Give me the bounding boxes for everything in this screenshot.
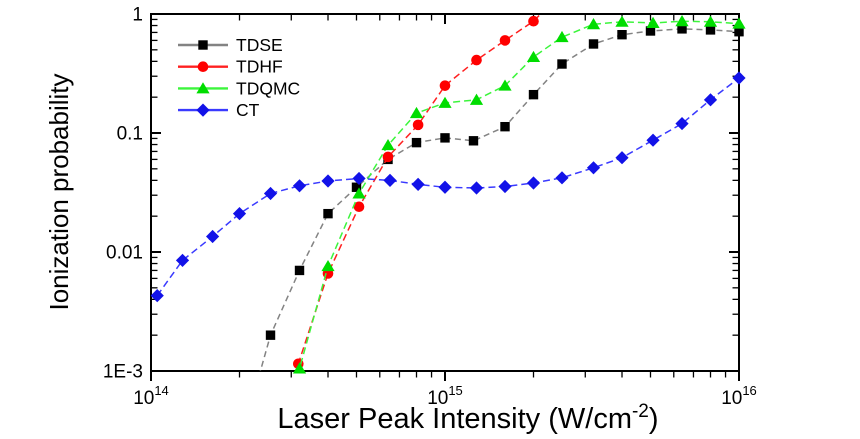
x-tick-label: 1016 xyxy=(721,383,757,409)
series-tdse-point xyxy=(617,29,627,40)
series-tdse-point xyxy=(351,182,362,192)
series-tdse-point xyxy=(468,136,479,146)
series-ct-point xyxy=(352,171,366,186)
legend-item-tdhf: TDHF xyxy=(178,57,283,77)
series-ct-point xyxy=(646,133,660,147)
legend-marker-square-icon xyxy=(198,40,208,50)
series-tdhf-point xyxy=(499,35,511,46)
series-tdse-point xyxy=(440,133,450,143)
series-ct-point xyxy=(205,229,220,244)
x-tick-label: 1014 xyxy=(133,383,169,409)
series-tdhf-point xyxy=(412,119,424,131)
series-tdqmc-point xyxy=(292,362,307,374)
series-tdqmc-point xyxy=(526,50,541,63)
series-tdqmc-point xyxy=(675,14,689,27)
y-axis-left xyxy=(152,13,161,372)
series-ct-point xyxy=(150,289,164,303)
plot-frame xyxy=(150,13,740,372)
series-ct-point xyxy=(469,181,484,195)
series-ct-point xyxy=(615,151,629,165)
series-tdse-point xyxy=(557,59,567,69)
series-tdqmc-point xyxy=(352,187,366,199)
series-ct-point xyxy=(292,179,307,193)
series-ct-point xyxy=(175,253,190,267)
series-ct xyxy=(150,71,746,303)
series-tdqmc-point xyxy=(409,106,424,119)
series-tdse-point xyxy=(588,39,599,49)
series-tdse-point xyxy=(265,330,276,340)
series-tdse-point xyxy=(645,26,656,36)
series-tdqmc-point xyxy=(586,18,601,30)
legend-label-tdhf: TDHF xyxy=(236,57,283,77)
series-tdse-point xyxy=(411,137,422,148)
series-ct-point xyxy=(383,173,397,187)
series-tdhf-point xyxy=(382,151,394,163)
series-ct-point xyxy=(232,207,247,221)
series-tdqmc-point xyxy=(703,15,718,27)
series-tdse-point xyxy=(528,89,539,100)
series-tdse-point xyxy=(294,265,305,276)
series-ct-point xyxy=(526,176,541,190)
series-tdhf-line xyxy=(295,14,542,371)
series-ct-point xyxy=(438,180,452,194)
series-ct-point xyxy=(498,179,512,194)
series-tdse xyxy=(259,24,744,371)
series-tdse-point xyxy=(734,27,744,37)
series-tdqmc-point xyxy=(615,15,629,27)
x-tick-label: 1015 xyxy=(427,383,463,409)
series-tdqmc-point xyxy=(321,259,335,272)
legend-item-ct: CT xyxy=(178,100,260,120)
series-tdse-point xyxy=(323,208,333,219)
series-tdqmc-point xyxy=(469,93,484,105)
x-axis-label: Laser Peak Intensity (W/cm-2) xyxy=(277,401,658,435)
series-tdhf-point xyxy=(471,54,482,66)
series-tdqmc-point xyxy=(732,17,746,29)
series-tdqmc-point xyxy=(646,16,660,29)
legend-marker-diamond-icon xyxy=(196,103,210,117)
series-tdse-point xyxy=(705,25,716,35)
legend-marker-circle-icon xyxy=(197,61,209,72)
legend-item-tdqmc: TDQMC xyxy=(178,78,300,98)
series-tdhf-point xyxy=(353,201,365,213)
y-tick-label: 0.01 xyxy=(106,243,143,264)
series-tdhf xyxy=(293,14,542,371)
series-ct-point xyxy=(586,161,601,175)
series-tdqmc-point xyxy=(438,96,452,108)
series-tdse-point xyxy=(677,24,687,34)
series-ct-point xyxy=(732,71,746,85)
legend-label-ct: CT xyxy=(236,100,260,120)
y-axis-right xyxy=(729,13,738,372)
series-tdqmc xyxy=(292,14,746,374)
series-ct-point xyxy=(321,174,335,188)
series-ct-point xyxy=(263,186,278,201)
series-ct-point xyxy=(703,93,718,107)
series-tdhf-point xyxy=(439,80,451,91)
series-ct-point xyxy=(675,116,689,131)
series-tdhf-point xyxy=(528,15,539,27)
y-tick-label: 1 xyxy=(132,5,143,26)
y-tick-label: 0.1 xyxy=(117,124,143,145)
legend-label-tdse: TDSE xyxy=(236,35,283,55)
series-tdse-point xyxy=(500,121,510,132)
series-tdqmc-point xyxy=(498,79,512,91)
legend-item-tdse: TDSE xyxy=(178,35,283,55)
y-axis-label: Ionization probability xyxy=(44,73,74,310)
series-tdqmc-point xyxy=(381,138,395,151)
y-tick-label: 1E-3 xyxy=(103,362,143,383)
series-tdse-line xyxy=(259,28,739,371)
x-axis-bottom xyxy=(150,372,740,381)
series-tdqmc-point xyxy=(555,30,569,43)
series-ct-point xyxy=(411,177,425,191)
legend-label-tdqmc: TDQMC xyxy=(236,78,300,98)
legend-marker-triangle-icon xyxy=(196,82,210,94)
series-ct-point xyxy=(555,171,569,185)
